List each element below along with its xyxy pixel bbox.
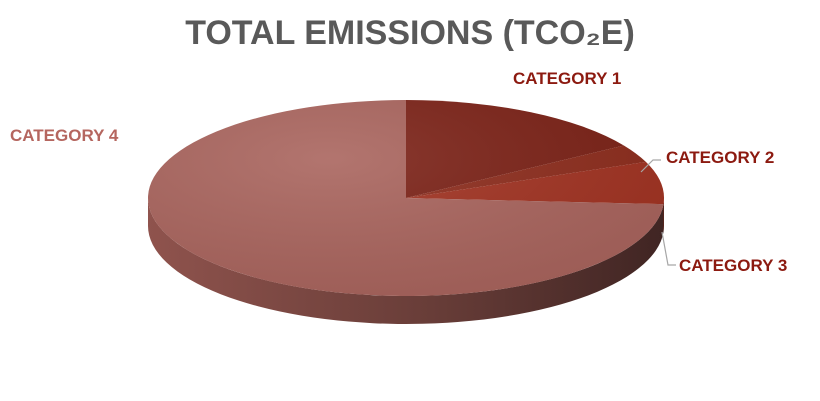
pie-labels: CATEGORY 1 CATEGORY 2 CATEGORY 3 CATEGORY 4 [10, 69, 787, 275]
leader-line-3 [661, 231, 676, 266]
pie-sides [148, 198, 664, 324]
pie-top [147, 100, 664, 296]
pie-leaders [640, 159, 676, 266]
pie-side-3 [663, 198, 664, 233]
pie-side-4 [148, 198, 664, 324]
slice-label-4: CATEGORY 4 [10, 126, 119, 145]
leader-line-2 [640, 159, 661, 173]
slice-label-2: CATEGORY 2 [666, 148, 774, 167]
slice-label-1: CATEGORY 1 [513, 69, 621, 88]
pie-top-sheen [148, 100, 664, 296]
chart-title: TOTAL EMISSIONS (TCO₂E) [185, 14, 635, 52]
slice-label-3: CATEGORY 3 [679, 256, 787, 275]
